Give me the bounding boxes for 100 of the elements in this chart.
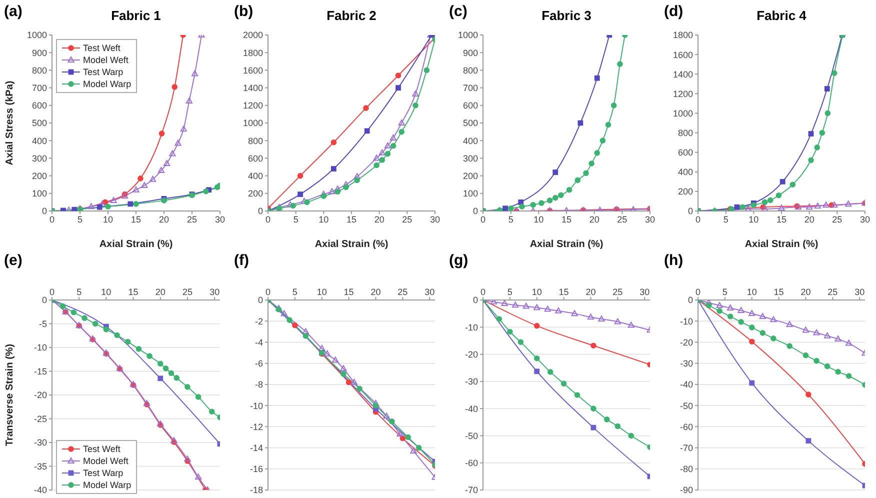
y-tick-label: 1400 <box>672 69 693 80</box>
x-tick-label: 10 <box>748 214 759 224</box>
y-tick-label: 1800 <box>672 30 693 40</box>
y-tick-label: 600 <box>32 100 47 111</box>
y-tick-label: -60 <box>680 422 693 432</box>
y-tick-label: 600 <box>462 100 478 111</box>
x-tick-label: 20 <box>370 287 381 297</box>
y-tick-label: 1200 <box>672 88 693 99</box>
y-tick-label: -10 <box>250 400 263 411</box>
y-tick-label: 100 <box>462 188 478 199</box>
legend-label: Model Warp <box>83 479 132 491</box>
x-axis-title: Axial Strain (%) <box>530 239 604 250</box>
y-tick-label: -30 <box>464 376 478 387</box>
y-tick-label: -16 <box>250 464 263 474</box>
y-tick-label: 700 <box>462 82 478 93</box>
y-tick-label: -20 <box>34 390 47 400</box>
y-tick-label: 300 <box>462 153 478 164</box>
text: (e) <box>4 252 22 270</box>
y-tick-label: 500 <box>32 118 47 128</box>
x-tick-label: 15 <box>346 214 357 224</box>
y-tick-label: -10 <box>34 342 47 353</box>
x-tick-label: 20 <box>589 214 600 224</box>
x-tick-label: 0 <box>49 214 55 224</box>
y-tick-label: 1000 <box>458 30 478 40</box>
x-tick-label: 20 <box>586 287 596 297</box>
text: (d) <box>664 3 684 21</box>
x-tick-label: 30 <box>860 214 870 224</box>
x-tick-label: 25 <box>832 214 842 224</box>
x-tick-label: 5 <box>76 287 82 297</box>
x-tick-label: 5 <box>293 214 298 224</box>
y-axis-title: Axial Stress (kPa) <box>4 80 16 166</box>
y-tick-label: -15 <box>34 366 47 376</box>
y-tick-label: -6 <box>254 358 263 369</box>
x-tick-label: 5 <box>508 214 514 224</box>
y-tick-label: 0 <box>688 295 693 306</box>
y-tick-label: -10 <box>464 322 478 332</box>
x-tick-label: 0 <box>265 214 271 224</box>
y-tick-label: -50 <box>680 400 693 411</box>
x-tick-label: 10 <box>534 214 544 224</box>
y-tick-label: 1600 <box>672 50 693 60</box>
x-tick-label: 15 <box>558 287 569 297</box>
y-tick-label: 700 <box>32 82 47 93</box>
y-tick-label: -4 <box>254 337 263 348</box>
y-tick-label: 400 <box>462 136 478 146</box>
y-tick-label: 2000 <box>242 30 263 40</box>
y-tick-label: 600 <box>678 148 693 158</box>
x-tick-label: 5 <box>723 214 728 224</box>
x-tick-label: 25 <box>612 287 623 297</box>
chart-title: Fabric 1 <box>110 8 162 24</box>
y-tick-label: -40 <box>464 404 478 414</box>
x-tick-label: 15 <box>561 214 572 224</box>
y-tick-label: 400 <box>248 170 263 181</box>
x-tick-label: 10 <box>316 287 327 297</box>
text: (a) <box>4 3 22 21</box>
x-tick-label: 30 <box>640 287 650 297</box>
x-tick-label: 20 <box>800 287 811 297</box>
text: (h) <box>664 252 684 270</box>
y-tick-label: -90 <box>680 485 693 496</box>
y-tick-label: 900 <box>462 48 478 58</box>
y-tick-label: 1000 <box>672 108 693 118</box>
x-tick-label: 30 <box>424 287 435 297</box>
x-tick-label: 0 <box>49 287 55 297</box>
y-tick-label: 600 <box>248 153 263 164</box>
x-tick-label: 5 <box>722 287 728 297</box>
y-tick-label: -10 <box>680 316 693 326</box>
x-tick-label: 15 <box>130 214 142 224</box>
y-tick-label: -8 <box>254 380 263 390</box>
x-tick-label: 10 <box>102 214 114 224</box>
y-tick-label: 0 <box>258 295 263 306</box>
y-tick-label: 1000 <box>26 30 47 40</box>
y-tick-label: 900 <box>32 48 47 58</box>
y-tick-label: 200 <box>248 188 263 199</box>
y-tick-label: 300 <box>32 153 47 164</box>
x-tick-label: 15 <box>344 287 354 297</box>
y-tick-label: 200 <box>678 186 693 197</box>
legend-label: Model Warp <box>83 78 132 90</box>
y-tick-label: 1600 <box>242 65 263 76</box>
y-tick-label: -5 <box>38 318 47 329</box>
x-tick-label: 25 <box>402 214 412 224</box>
x-tick-label: 30 <box>430 214 440 224</box>
y-tick-label: -40 <box>680 380 693 390</box>
y-tick-label: -70 <box>464 485 478 496</box>
x-tick-label: 15 <box>774 287 784 297</box>
x-tick-label: 0 <box>480 287 486 297</box>
x-tick-label: 30 <box>214 214 226 224</box>
y-tick-label: 0 <box>258 206 263 216</box>
y-tick-label: 200 <box>32 170 47 181</box>
legend-label: Test Weft <box>83 42 120 54</box>
y-tick-label: -60 <box>464 458 478 468</box>
y-tick-label: 0 <box>472 206 478 216</box>
x-tick-label: 25 <box>182 287 192 297</box>
y-tick-label: 1200 <box>242 100 263 111</box>
y-tick-label: 500 <box>462 118 478 128</box>
x-axis-title: Axial Strain (%) <box>99 239 173 250</box>
x-tick-label: 25 <box>617 214 628 224</box>
x-tick-label: 0 <box>265 287 271 297</box>
y-tick-label: 800 <box>462 65 478 76</box>
y-axis-title: Transverse Strain (%) <box>4 344 16 446</box>
y-tick-label: 100 <box>32 188 47 199</box>
y-tick-label: -50 <box>464 430 478 441</box>
